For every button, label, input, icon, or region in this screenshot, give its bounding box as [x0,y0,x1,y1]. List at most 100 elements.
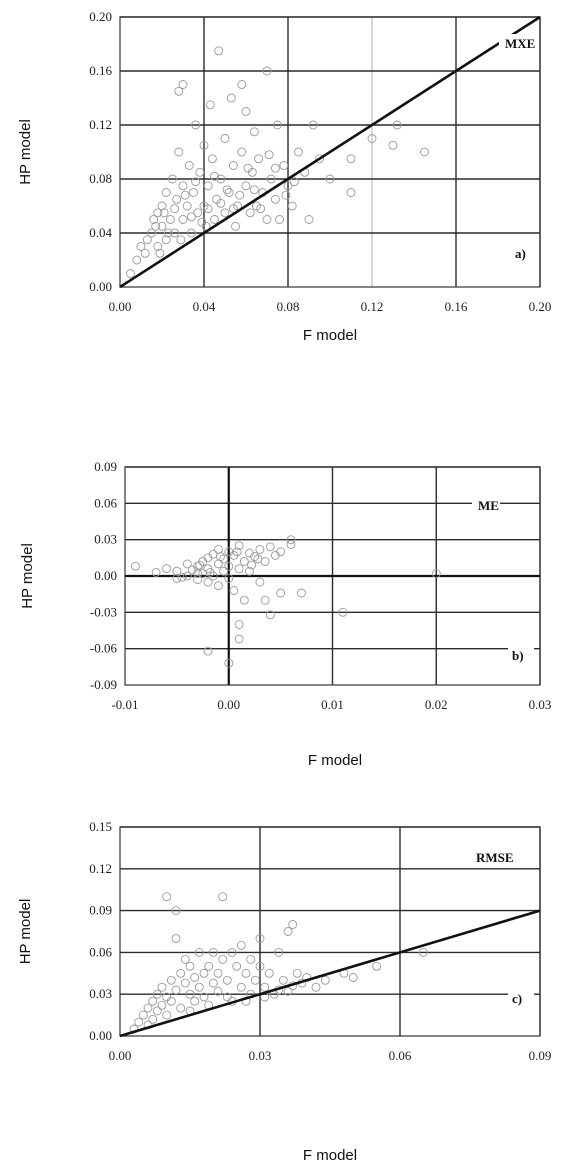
data-point [166,996,176,1006]
data-point [245,208,255,218]
y-tick-label: 0.00 [89,1028,112,1043]
data-point [239,557,249,566]
y-tick-label: 0.15 [89,819,112,834]
data-point [311,982,321,992]
data-point [264,968,274,978]
data-point [199,140,209,150]
y-tick-label: 0.09 [94,459,117,474]
data-point [143,1003,153,1013]
identity-line [119,15,541,289]
data-point [147,228,156,238]
x-tick-label: 0.00 [109,1048,132,1063]
data-point [283,927,293,936]
data-point [157,221,167,231]
data-point [130,561,140,571]
data-point [152,1006,162,1016]
data-point [176,235,186,245]
x-tick-label: 0.03 [529,697,552,712]
data-point [199,968,209,978]
data-point [210,215,219,224]
y-tick-label: 0.12 [89,117,112,132]
data-point [224,658,234,668]
data-point [203,646,213,656]
data-point [392,120,402,130]
data-point [260,595,270,605]
data-point [255,934,265,943]
data-point [228,161,238,170]
data-point [222,992,232,1002]
data-point [185,989,195,999]
data-point [222,975,232,985]
data-point [182,559,192,569]
data-point [372,961,382,971]
data-point [199,992,209,1002]
data-point [151,567,161,577]
data-point [250,552,260,562]
panel-b-me: -0.01 0.00 0.01 0.02 0.03 0.09 0.06 0.03 0.00 -0.… [19,459,551,769]
data-point [182,571,192,581]
data-point [262,215,272,224]
data-point [194,947,204,957]
data-point [286,540,296,549]
panel-letter-backdrop [508,646,534,666]
y-tick-label: 0.00 [94,568,117,583]
data-point [142,235,152,245]
data-point [266,174,276,184]
data-point [191,120,201,130]
data-point [215,552,225,562]
data-point [213,559,223,569]
data-point [174,86,184,96]
data-point [213,986,223,996]
data-point [270,194,280,204]
data-point [234,541,244,551]
data-point [236,982,246,992]
plot-frame [119,16,541,288]
data-point [193,569,203,579]
data-point [172,573,182,583]
data-point [138,1010,148,1020]
x-tick-label: 0.02 [425,697,448,712]
data-point [286,535,296,545]
data-point [214,46,224,56]
data-point [157,1000,167,1010]
x-tick-label: 0.00 [109,299,132,314]
data-point [226,93,236,103]
data-point [264,150,274,160]
x-axis-label: F model [308,752,362,769]
data-point [197,217,207,227]
data-point [245,566,254,576]
data-point [213,968,223,978]
data-point [287,201,297,211]
data-point [279,161,289,170]
data-point [205,567,215,577]
data-point [203,577,213,587]
tag-backdrop [472,496,500,516]
data-point [216,198,226,208]
data-point [254,154,264,164]
data-point [162,564,171,574]
data-point [234,634,244,644]
data-point [255,544,265,554]
panel-c-rmse: 0.00 0.03 0.06 0.09 0.00 0.03 0.06 0.09 0.12 0.15… [17,819,551,1164]
y-tick-label: -0.09 [90,677,117,692]
data-point [203,181,213,191]
data-point [203,204,213,214]
data-point [219,566,229,576]
data-point [159,208,169,218]
metric-label: MXE [505,36,535,51]
data-point [165,215,175,224]
data-point [134,1017,144,1027]
panel-letter: b) [512,648,524,663]
data-point [241,968,251,978]
data-point [148,996,158,1006]
x-tick-label: 0.00 [217,697,240,712]
data-point [234,564,244,574]
data-point [262,66,272,76]
data-point [220,208,230,218]
data-point [153,208,163,218]
data-point [278,975,288,985]
data-point [205,100,215,110]
x-tick-label: 0.09 [529,1048,552,1063]
data-point [174,147,184,157]
y-tick-label: 0.03 [94,532,117,547]
